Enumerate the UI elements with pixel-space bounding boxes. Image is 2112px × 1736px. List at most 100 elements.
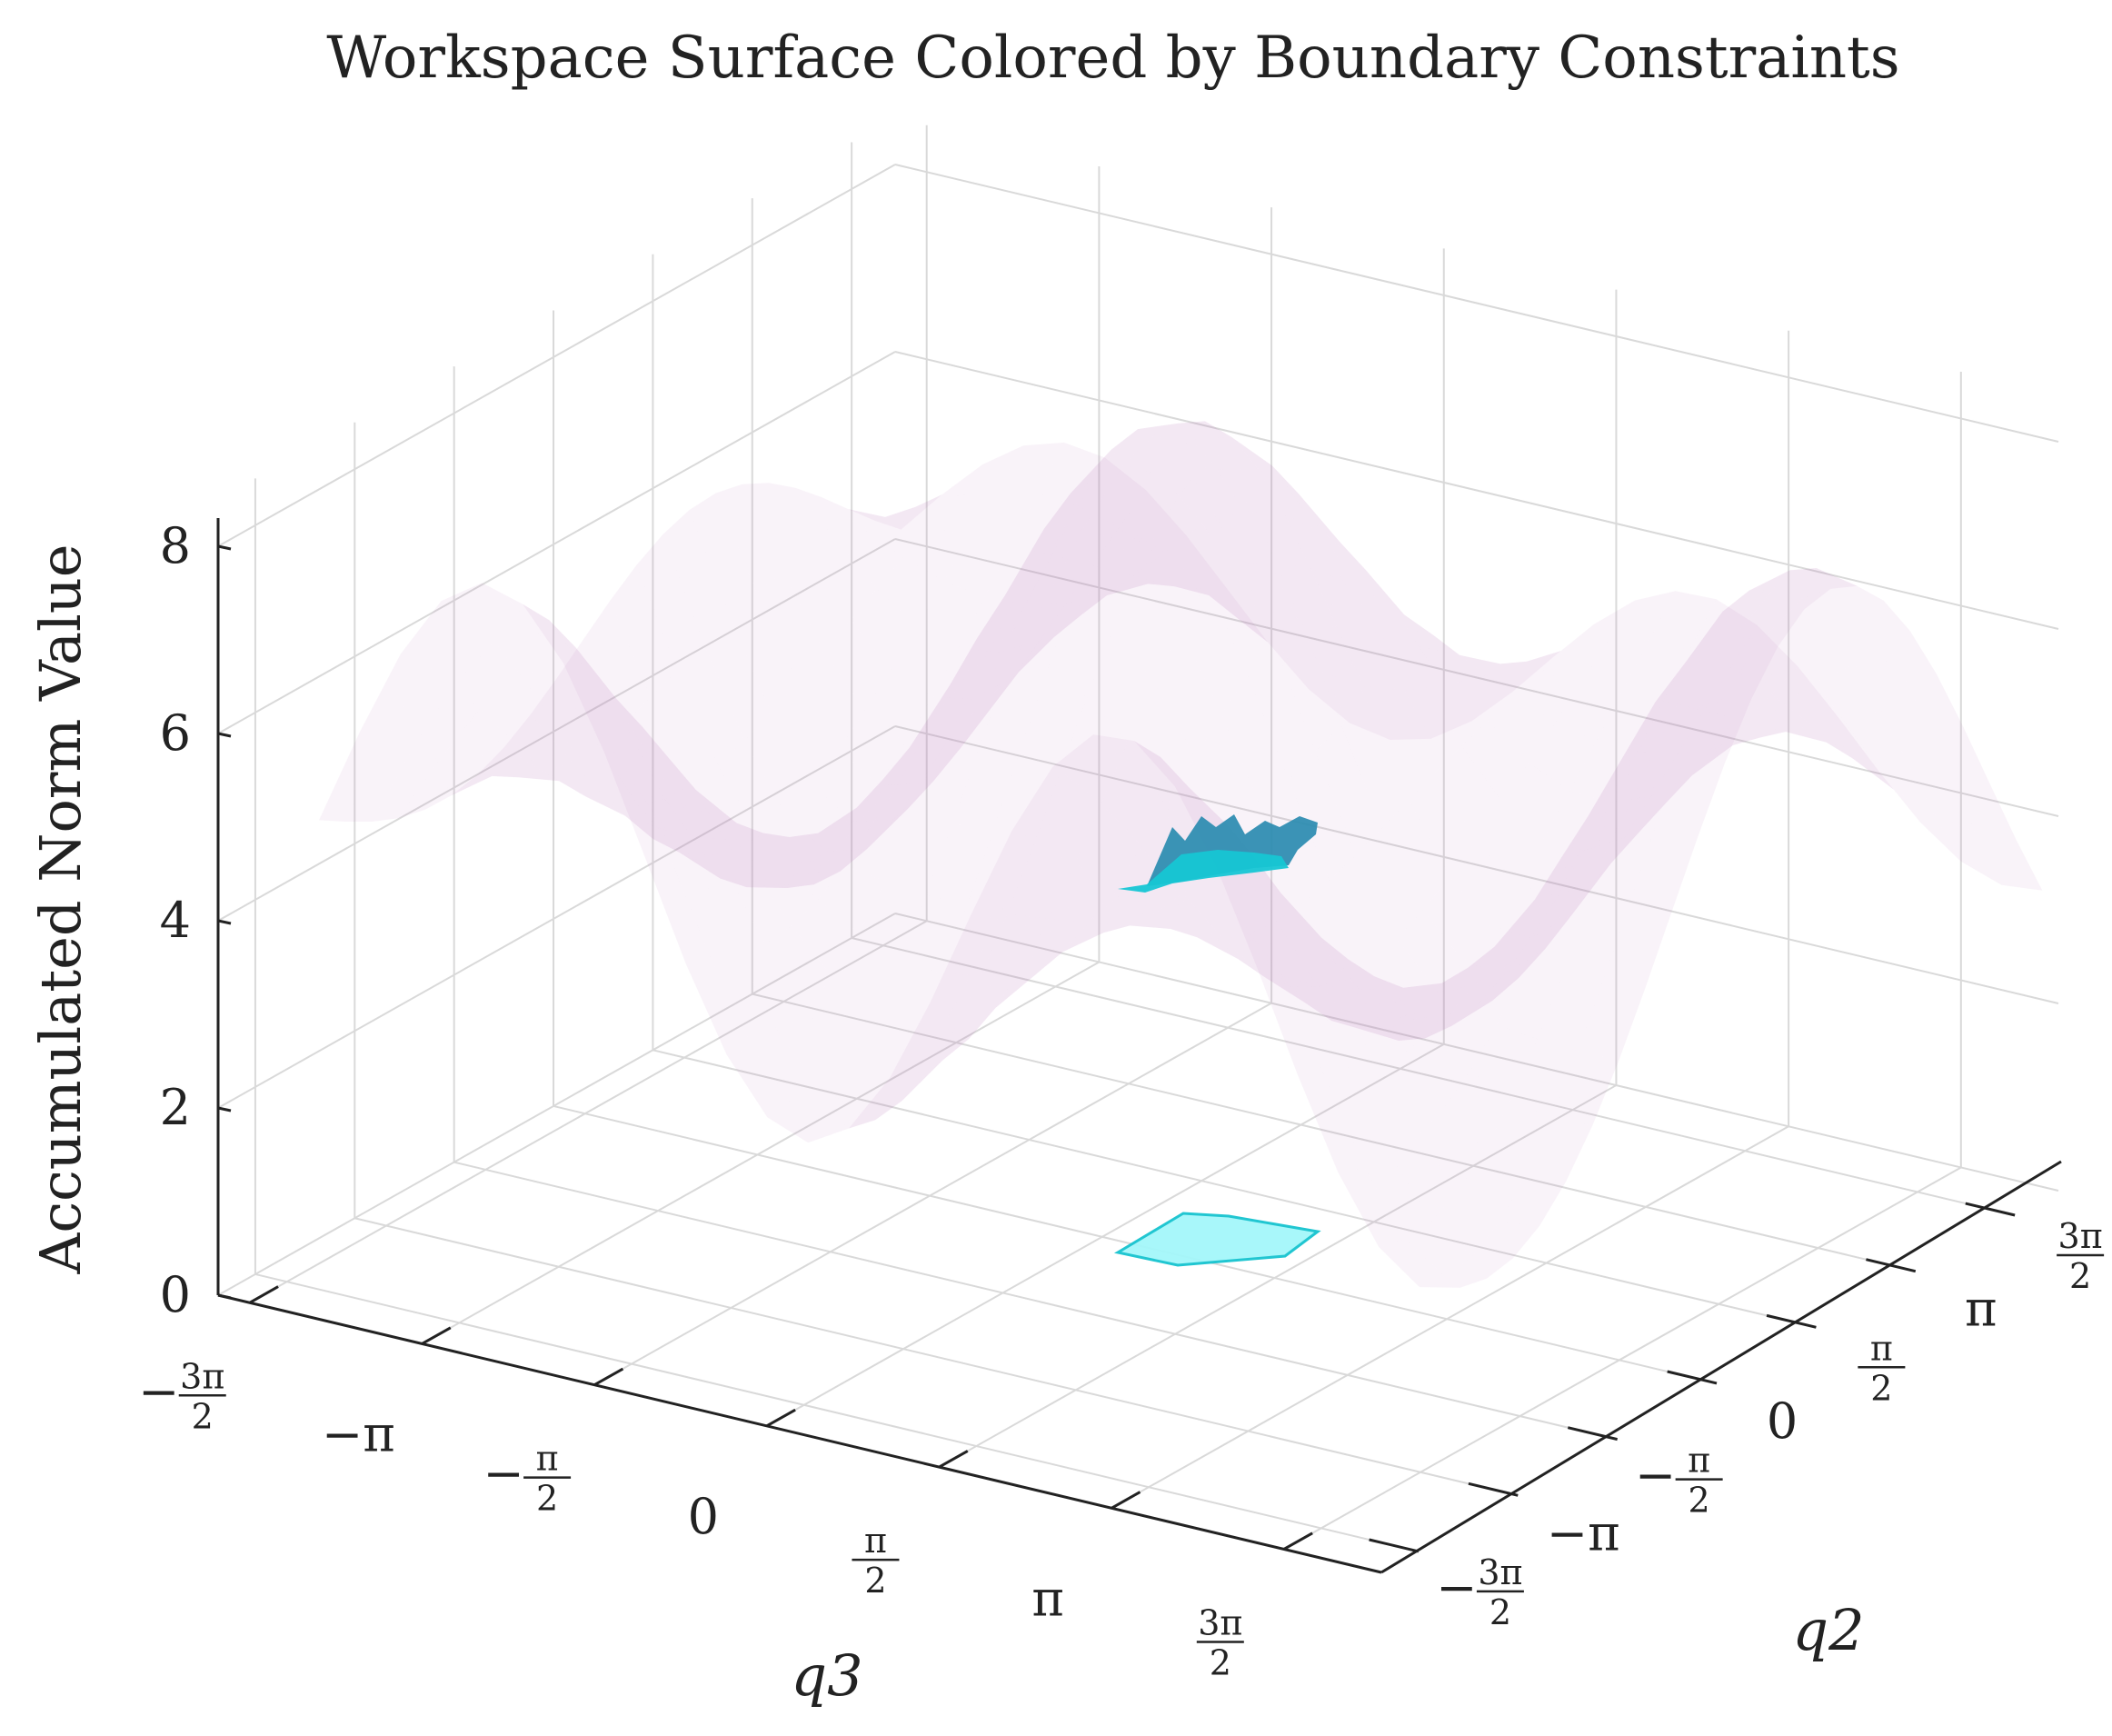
surface-facet xyxy=(1215,596,1282,651)
surface-facet xyxy=(1466,943,1534,1017)
surface-facet xyxy=(590,676,658,775)
surface-facet xyxy=(1488,696,1556,763)
surface-facet xyxy=(1404,685,1472,739)
surface-facet xyxy=(1233,525,1301,644)
surface-facet xyxy=(902,526,971,582)
surface-facet xyxy=(1478,948,1546,1004)
surface-facet xyxy=(1166,477,1234,583)
y-tick-label: − π2 xyxy=(1635,1441,1723,1521)
surface-facet xyxy=(854,765,922,851)
surface-facet xyxy=(1011,766,1080,841)
surface-facet xyxy=(603,752,672,862)
surface-facet xyxy=(1586,787,1654,891)
surface-facet xyxy=(1007,843,1075,920)
surface-facet xyxy=(677,643,745,765)
surface-facet xyxy=(1260,517,1328,620)
surface-facet xyxy=(1033,771,1101,863)
surface-facet xyxy=(1072,534,1141,628)
surface-facet xyxy=(1204,421,1272,466)
surface-facet xyxy=(1250,921,1318,987)
surface-facet xyxy=(1612,769,1680,862)
surface-facet xyxy=(1563,898,1631,977)
surface-facet xyxy=(846,1013,914,1078)
surface-facet xyxy=(1188,564,1256,608)
surface-facet xyxy=(923,632,991,733)
surface-facet xyxy=(946,677,1014,743)
surface-facet xyxy=(345,738,413,822)
surface-facet xyxy=(1133,555,1201,589)
z-tick-mark xyxy=(217,1293,232,1300)
surface-facet xyxy=(1530,877,1599,938)
surface-facet xyxy=(398,760,466,819)
surface-facet xyxy=(1317,978,1385,1029)
surface-facet xyxy=(1492,917,1560,1001)
surface-facet xyxy=(693,859,762,882)
surface-facet xyxy=(1295,914,1362,994)
x-axis-line xyxy=(217,1293,1382,1574)
tick-numerator: 3π xyxy=(1478,1552,1522,1592)
surface-facet xyxy=(1469,1024,1538,1100)
surface-facet xyxy=(1392,606,1460,655)
surface-facet xyxy=(1640,644,1709,747)
z-tick-label: 4 xyxy=(160,892,191,949)
surface-facet xyxy=(917,581,985,648)
surface-facet xyxy=(730,592,798,713)
surface-facet xyxy=(1144,903,1211,933)
surface-facet xyxy=(708,838,775,865)
axes xyxy=(216,518,2062,1574)
surface-facet xyxy=(1164,421,1231,440)
surface-facet xyxy=(1649,591,1717,650)
surface-facet xyxy=(1121,550,1189,584)
surface-facet xyxy=(1627,707,1695,811)
surface-facet xyxy=(897,694,965,781)
surface-facet xyxy=(835,528,903,589)
surface-facet xyxy=(1117,868,1185,915)
surface-facet xyxy=(1596,691,1664,753)
surface-facet xyxy=(940,905,1008,976)
surface-facet xyxy=(1551,1051,1619,1126)
tick-numerator: π xyxy=(536,1439,559,1479)
surface-facet xyxy=(948,627,1016,740)
surface-facet xyxy=(1663,649,1731,712)
surface-facet xyxy=(1082,464,1151,530)
surface-facet xyxy=(1140,514,1208,629)
surface-facet xyxy=(557,639,624,745)
left-grid-horizontal xyxy=(217,538,896,922)
surface-facet xyxy=(1456,972,1524,1025)
floor-grid-x xyxy=(249,920,928,1304)
surface-facet xyxy=(1223,933,1291,987)
surface-facet xyxy=(1696,590,1764,649)
surface-facet xyxy=(1150,439,1218,494)
surface-facet xyxy=(999,603,1067,653)
tick-sign: − xyxy=(483,1445,523,1502)
surface-facet xyxy=(426,615,494,685)
surface-facet xyxy=(508,599,576,648)
surface-facet xyxy=(1668,635,1735,723)
surface-facet xyxy=(818,865,886,933)
tick-numerator: π xyxy=(1870,1328,1893,1368)
left-wall-grid xyxy=(217,142,896,1296)
surface-facet xyxy=(1604,898,1672,988)
surface-facet xyxy=(732,836,800,885)
floor-grid-x xyxy=(1283,1166,1962,1551)
surface-facet xyxy=(970,490,1038,545)
surface-facet xyxy=(956,445,1024,496)
surface-facet xyxy=(1025,554,1093,604)
surface-facet xyxy=(1099,481,1167,566)
x-tick-label: − π2 xyxy=(483,1439,572,1519)
surface-facet xyxy=(872,958,941,1032)
surface-facet xyxy=(1156,893,1224,939)
surface-facet xyxy=(1828,615,1897,664)
surface-facet xyxy=(1119,489,1187,556)
surface-facet xyxy=(889,1002,957,1079)
surface-facet xyxy=(1089,886,1157,926)
surface-facet xyxy=(1745,693,1812,733)
surface-facet xyxy=(1270,562,1338,628)
surface-facet xyxy=(583,601,652,723)
surface-facet xyxy=(1497,972,1564,1040)
surface-facet xyxy=(1459,654,1527,675)
surface-facet xyxy=(451,774,519,796)
surface-facet xyxy=(679,852,747,888)
surface-facet xyxy=(1868,615,1937,674)
